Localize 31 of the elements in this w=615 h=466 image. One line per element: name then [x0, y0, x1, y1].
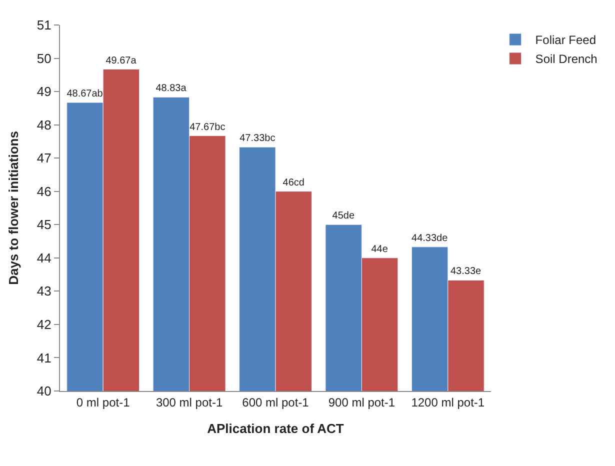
data-label: 48.67ab: [66, 88, 104, 100]
data-label: 48.83a: [156, 83, 187, 94]
y-tick-label: 47: [36, 150, 52, 166]
y-tick-label: 44: [36, 250, 52, 266]
legend-label: Soil Drench: [535, 52, 598, 66]
data-label: 45de: [332, 210, 355, 222]
x-tick-label: 1200 ml pot-1: [411, 395, 485, 410]
y-axis-title: Days to flower initiations: [6, 131, 21, 285]
x-tick-label: 300 ml pot-1: [156, 395, 223, 410]
x-tick-label: 900 ml pot-1: [328, 395, 396, 410]
x-axis-title: APlication rate of ACT: [207, 421, 344, 436]
y-tick-label: 51: [36, 18, 52, 33]
y-tick-label: 46: [36, 184, 52, 199]
y-tick-label: 50: [36, 50, 52, 66]
y-tick-label: 41: [36, 350, 52, 366]
x-tick-label: 600 ml pot-1: [242, 395, 310, 410]
data-label: 44e: [371, 244, 388, 255]
data-label: 46cd: [282, 177, 304, 188]
data-label: 49.67a: [106, 55, 137, 66]
data-label: 47.67bc: [190, 122, 226, 133]
y-tick-label: 49: [36, 84, 52, 100]
y-tick-label: 48: [36, 117, 52, 132]
legend-label: Foliar Feed: [535, 33, 596, 48]
y-tick-label: 42: [36, 317, 52, 332]
y-tick-label: 45: [36, 217, 52, 232]
data-label: 43.33e: [450, 266, 482, 278]
data-label: 44.33de: [412, 232, 448, 244]
y-tick-label: 40: [36, 384, 52, 399]
x-tick-label: 0 ml pot-1: [76, 395, 130, 410]
data-label: 47.33bc: [240, 133, 276, 144]
y-tick-label: 43: [36, 284, 52, 299]
